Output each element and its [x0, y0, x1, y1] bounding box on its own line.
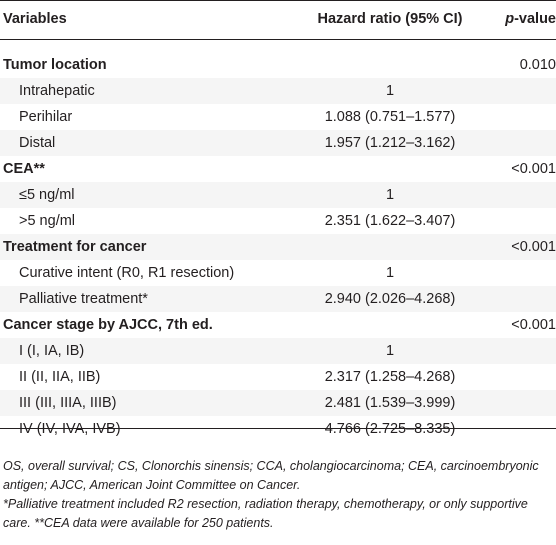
row-label: III (III, IIIA, IIIB) — [19, 395, 117, 411]
table-row: II (II, IIA, IIB) 2.317 (1.258–4.268) — [0, 364, 556, 390]
row-hazard-ratio: 2.317 (1.258–4.268) — [324, 369, 456, 385]
header-variables: Variables — [3, 11, 67, 27]
row-p-value: <0.001 — [511, 317, 556, 333]
table-row: >5 ng/ml 2.351 (1.622–3.407) — [0, 208, 556, 234]
row-label: CEA** — [3, 161, 45, 177]
row-hazard-ratio: 1 — [385, 187, 395, 203]
table-row: III (III, IIIA, IIIB) 2.481 (1.539–3.999) — [0, 390, 556, 416]
header-p-value: p-value — [490, 4, 556, 34]
table-row: Intrahepatic 1 — [0, 78, 556, 104]
table-row: ≤5 ng/ml 1 — [0, 182, 556, 208]
row-label: >5 ng/ml — [19, 213, 76, 229]
table-top-rule — [0, 0, 556, 1]
table-row: Distal 1.957 (1.212–3.162) — [0, 130, 556, 156]
row-label: Intrahepatic — [19, 83, 95, 99]
row-label: I (I, IA, IB) — [19, 343, 85, 359]
table-footnotes: OS, overall survival; CS, Clonorchis sin… — [3, 457, 551, 533]
row-label: Treatment for cancer — [3, 239, 147, 255]
hazard-ratio-table: Variables Hazard ratio (95% CI) p-value … — [0, 0, 556, 437]
row-label: II (II, IIA, IIB) — [19, 369, 101, 385]
row-label: Palliative treatment* — [19, 291, 148, 307]
row-p-value: <0.001 — [511, 161, 556, 177]
row-hazard-ratio: 2.940 (2.026–4.268) — [324, 291, 456, 307]
row-hazard-ratio: 1 — [385, 265, 395, 281]
header-p-italic: p — [505, 11, 515, 27]
table-group-row: Tumor location 0.010 — [0, 52, 556, 78]
row-hazard-ratio: 4.766 (2.725–8.335) — [324, 421, 456, 437]
table-group-row: Treatment for cancer <0.001 — [0, 234, 556, 260]
table-row: Perihilar 1.088 (0.751–1.577) — [0, 104, 556, 130]
table-row: Palliative treatment* 2.940 (2.026–4.268) — [0, 286, 556, 312]
row-label: Perihilar — [19, 109, 73, 125]
table-row: I (I, IA, IB) 1 — [0, 338, 556, 364]
table-header-rule — [0, 39, 556, 40]
table-header-row: Variables Hazard ratio (95% CI) p-value — [0, 4, 556, 34]
row-label: ≤5 ng/ml — [19, 187, 75, 203]
row-p-value: 0.010 — [519, 57, 556, 73]
row-label: Cancer stage by AJCC, 7th ed. — [3, 317, 213, 333]
table-bottom-rule — [0, 428, 556, 429]
row-label: IV (IV, IVA, IVB) — [19, 421, 121, 437]
row-hazard-ratio: 2.481 (1.539–3.999) — [324, 395, 456, 411]
row-hazard-ratio: 1 — [385, 343, 395, 359]
row-hazard-ratio: 2.351 (1.622–3.407) — [324, 213, 456, 229]
header-p-suffix: -value — [514, 11, 556, 27]
row-hazard-ratio: 1.088 (0.751–1.577) — [324, 109, 456, 125]
footnote-notes: *Palliative treatment included R2 resect… — [3, 497, 528, 530]
header-hazard-ratio: Hazard ratio (95% CI) — [317, 11, 463, 27]
table-group-row: CEA** <0.001 — [0, 156, 556, 182]
row-label: Curative intent (R0, R1 resection) — [19, 265, 235, 281]
table-row: IV (IV, IVA, IVB) 4.766 (2.725–8.335) — [0, 416, 556, 442]
table-group-row: Cancer stage by AJCC, 7th ed. <0.001 — [0, 312, 556, 338]
table-row: Curative intent (R0, R1 resection) 1 — [0, 260, 556, 286]
row-label: Tumor location — [3, 57, 107, 73]
footnote-abbreviations: OS, overall survival; CS, Clonorchis sin… — [3, 459, 539, 492]
row-hazard-ratio: 1.957 (1.212–3.162) — [324, 135, 456, 151]
row-p-value: <0.001 — [511, 239, 556, 255]
row-hazard-ratio: 1 — [385, 83, 395, 99]
row-label: Distal — [19, 135, 56, 151]
